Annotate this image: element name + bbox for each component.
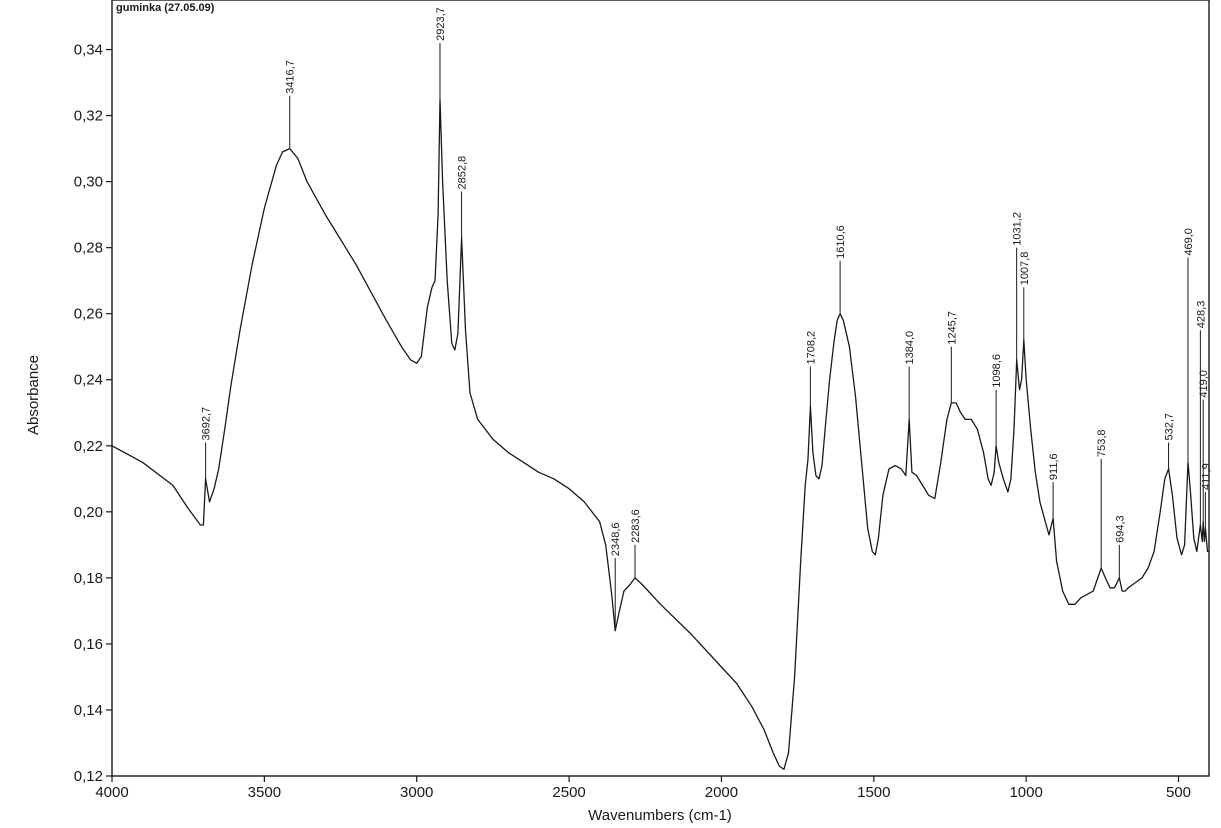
x-axis-label: Wavenumbers (cm-1) bbox=[588, 807, 732, 823]
x-tick-label: 1000 bbox=[1009, 784, 1042, 801]
plot-frame bbox=[111, 0, 1210, 777]
peak-annotations: 3692,7 3416,7 2923,7 2852,8 2348,6 2283,6 1708… bbox=[201, 7, 1212, 631]
tick-marks: 0,12 0,14 0,16 0,18 0,20 0,22 0,24 0,26 0,28 0,30… bbox=[74, 42, 1191, 801]
peak-label: 532,7 bbox=[1164, 413, 1176, 441]
spectrum-line bbox=[111, 98, 1209, 771]
x-tick-label: 3000 bbox=[400, 784, 433, 801]
peak-label: 1245,7 bbox=[946, 311, 958, 345]
y-tick-label: 0,32 bbox=[74, 108, 103, 125]
peak-label: 1007,8 bbox=[1019, 252, 1031, 286]
peak-label: 2852,8 bbox=[457, 156, 469, 190]
y-tick-label: 0,30 bbox=[74, 174, 103, 191]
y-tick-label: 0,34 bbox=[74, 42, 103, 59]
peak-label: 469,0 bbox=[1183, 228, 1195, 256]
y-tick-label: 0,18 bbox=[74, 570, 103, 587]
data-layer bbox=[111, 98, 1209, 771]
axes bbox=[111, 0, 1210, 777]
peak-label: 1708,2 bbox=[805, 331, 817, 365]
y-axis-label: Absorbance bbox=[25, 355, 42, 435]
chart-title: guminka (27.05.09) bbox=[116, 2, 215, 14]
peak-label: 694,3 bbox=[1114, 515, 1126, 543]
peak-label: 1610,6 bbox=[835, 225, 847, 259]
peak-label: 2348,6 bbox=[610, 522, 622, 556]
y-tick-label: 0,26 bbox=[74, 306, 103, 323]
y-tick-label: 0,12 bbox=[74, 768, 103, 785]
y-tick-label: 0,14 bbox=[74, 702, 103, 719]
x-tick-label: 500 bbox=[1166, 784, 1191, 801]
peak-label: 419,0 bbox=[1198, 370, 1210, 398]
peak-label: 911,6 bbox=[1048, 453, 1060, 480]
x-tick-label: 1500 bbox=[857, 784, 890, 801]
peak-label: 428,3 bbox=[1195, 301, 1207, 329]
peak-label: 2923,7 bbox=[435, 7, 447, 41]
y-tick-label: 0,28 bbox=[74, 240, 103, 257]
y-tick-label: 0,20 bbox=[74, 504, 103, 521]
y-tick-label: 0,24 bbox=[74, 372, 103, 389]
y-tick-label: 0,16 bbox=[74, 636, 103, 653]
peak-label: 753,8 bbox=[1096, 429, 1108, 457]
x-tick-label: 2500 bbox=[552, 784, 585, 801]
x-tick-label: 4000 bbox=[95, 784, 128, 801]
peak-label: 1098,6 bbox=[991, 354, 1003, 388]
y-tick-label: 0,22 bbox=[74, 438, 103, 455]
peak-label: 1031,2 bbox=[1012, 212, 1024, 246]
peak-label: 1384,0 bbox=[904, 331, 916, 365]
peak-label: 411,9 bbox=[1200, 463, 1212, 490]
peak-label: 3416,7 bbox=[285, 60, 297, 94]
peak-label: 3692,7 bbox=[201, 407, 213, 441]
x-tick-label: 3500 bbox=[248, 784, 281, 801]
peak-label: 2283,6 bbox=[630, 509, 642, 543]
x-tick-label: 2000 bbox=[705, 784, 738, 801]
